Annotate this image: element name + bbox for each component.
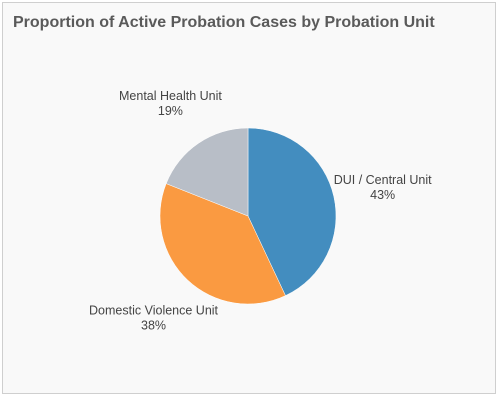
chart-panel: Proportion of Active Probation Cases by … [2,2,496,394]
pie-slice-dui-central-unit [247,127,337,296]
pie-slice-mental-health-unit [165,127,249,217]
slice-value-domestic-violence-unit: 38% [141,319,166,333]
pie-slice-domestic-violence-unit [159,183,286,305]
slice-label-dui-central-unit: DUI / Central Unit [334,173,432,187]
slice-label-mental-health-unit: Mental Health Unit [119,89,222,103]
slice-value-dui-central-unit: 43% [370,188,395,202]
slice-value-mental-health-unit: 19% [158,104,183,118]
pie-slices [159,127,337,305]
slice-label-domestic-violence-unit: Domestic Violence Unit [89,304,219,318]
chart-title: Proportion of Active Probation Cases by … [13,14,435,31]
